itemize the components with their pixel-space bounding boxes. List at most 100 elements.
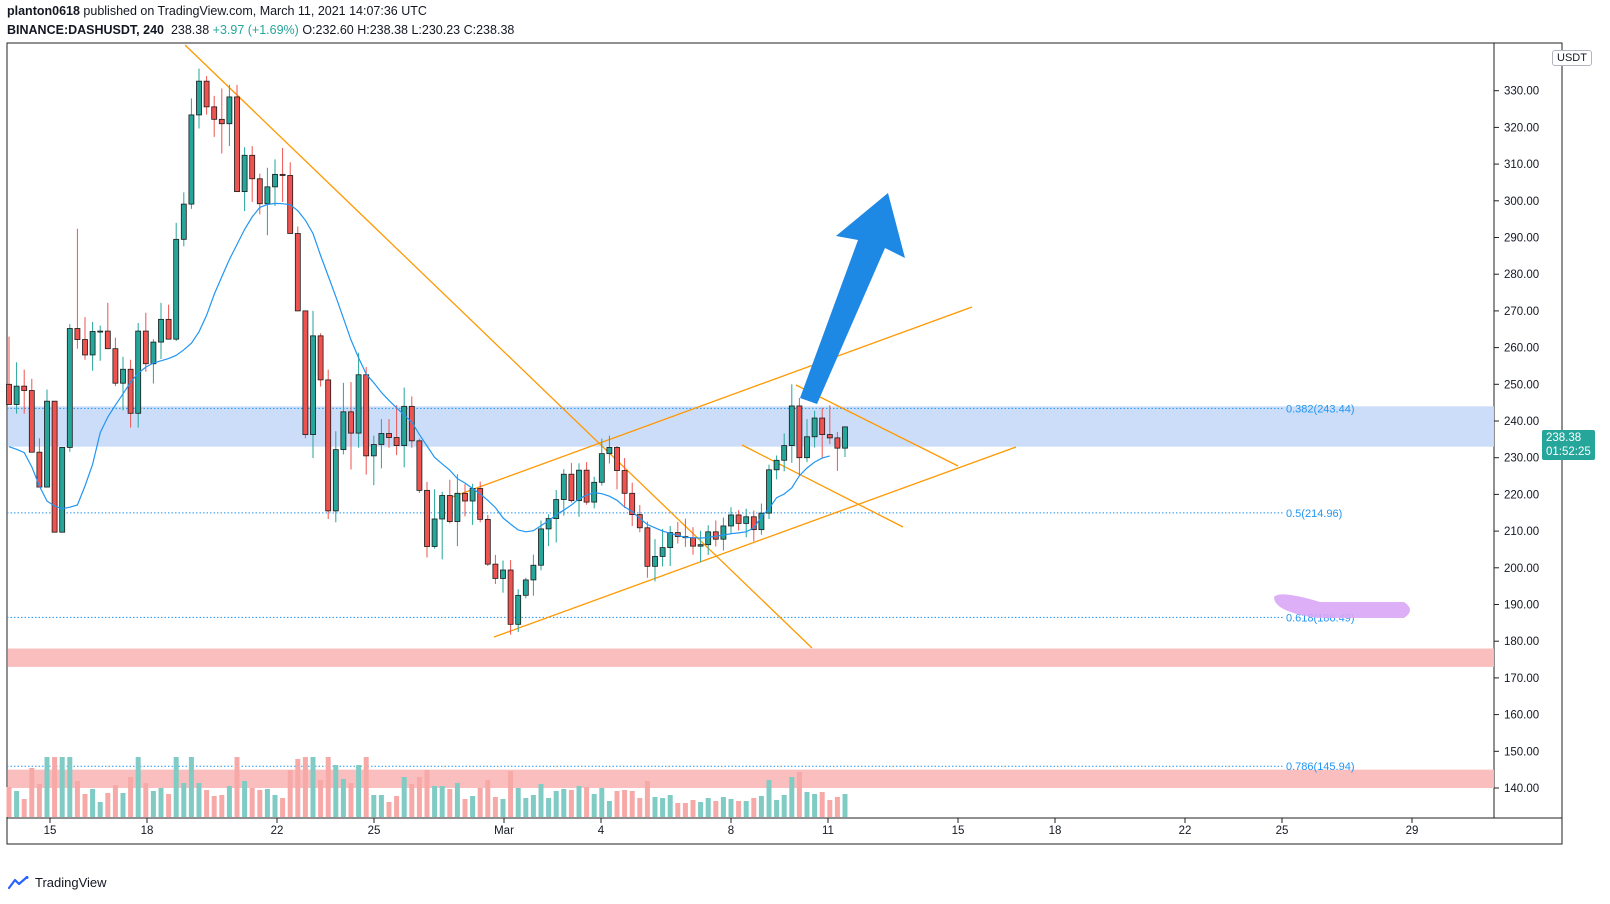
volume-bar xyxy=(599,788,605,817)
candle-up xyxy=(454,492,461,522)
volume-bar xyxy=(576,786,582,817)
highlight-marker xyxy=(1274,594,1410,618)
candle-up xyxy=(659,547,666,557)
candle-up xyxy=(135,330,142,414)
candle-up xyxy=(705,531,712,546)
volume-bar xyxy=(6,787,12,817)
candle-up xyxy=(97,330,104,333)
volume-bar xyxy=(454,783,460,817)
candle-up xyxy=(66,328,73,448)
candle-down xyxy=(317,335,324,381)
candle-up xyxy=(241,154,248,193)
volume-bar xyxy=(333,765,339,817)
candle-down xyxy=(507,569,514,625)
currency-unit-button[interactable]: USDT xyxy=(1552,50,1592,66)
volume-bar xyxy=(515,788,521,817)
candle-up xyxy=(44,400,50,488)
trendline xyxy=(795,384,959,467)
volume-bar xyxy=(166,794,172,817)
candle-up xyxy=(310,335,316,435)
candle-up xyxy=(401,405,408,446)
volume-bar xyxy=(52,757,58,817)
published-text: published on TradingView.com, March 11, … xyxy=(83,4,427,18)
candle-down xyxy=(104,330,111,350)
volume-bar xyxy=(196,783,202,817)
volume-bar xyxy=(143,783,149,817)
candle-down xyxy=(21,385,28,391)
candle-down xyxy=(568,473,575,502)
candle-up xyxy=(500,569,506,579)
volume-bar xyxy=(819,792,825,817)
candle-up xyxy=(576,469,582,502)
volume-bar xyxy=(500,799,506,817)
volume-bar xyxy=(614,791,620,817)
symbol-label[interactable]: BINANCE:DASHUSDT, 240 xyxy=(7,23,164,37)
volume-bar xyxy=(728,799,734,817)
price-tick-label: 220.00 xyxy=(1504,489,1539,501)
volume-bar xyxy=(128,777,134,817)
volume-bar xyxy=(74,781,80,817)
ohlc-high: H:238.38 xyxy=(357,23,408,37)
candle-down xyxy=(218,118,225,125)
volume-bar xyxy=(158,788,164,817)
candle-down xyxy=(348,411,354,434)
time-tick-label: 4 xyxy=(598,825,605,837)
candle-down xyxy=(492,563,499,579)
candle-down xyxy=(6,383,12,405)
candle-up xyxy=(89,331,96,356)
price-tick-label: 210.00 xyxy=(1504,526,1539,538)
candle-up xyxy=(150,341,157,365)
volume-bar xyxy=(257,790,263,817)
volume-bar xyxy=(363,757,369,817)
candle-up xyxy=(697,544,704,547)
candle-up xyxy=(720,525,727,540)
volume-bar xyxy=(834,797,840,817)
price-tick-label: 300.00 xyxy=(1504,196,1539,208)
volume-bar xyxy=(135,757,141,817)
price-tick-label: 150.00 xyxy=(1504,746,1539,758)
last-price: 238.38 xyxy=(170,23,210,37)
blue-zone xyxy=(8,406,1494,447)
price-tick-label: 180.00 xyxy=(1504,636,1539,648)
trendline xyxy=(493,446,1017,638)
volume-bar xyxy=(477,788,483,817)
volume-bar xyxy=(470,796,476,817)
volume-bar xyxy=(310,757,316,817)
candle-up xyxy=(773,459,780,471)
tradingview-footer[interactable]: TradingView xyxy=(8,875,107,890)
ohlc-open: O:232.60 xyxy=(302,23,354,37)
volume-bar xyxy=(67,757,73,817)
author-name[interactable]: planton0618 xyxy=(7,4,80,18)
time-tick-label: 22 xyxy=(1179,825,1192,837)
volume-bar xyxy=(690,800,696,817)
volume-bar xyxy=(211,796,217,817)
time-tick-label: 15 xyxy=(952,825,965,837)
volume-bar xyxy=(272,795,278,817)
candle-down xyxy=(211,106,218,120)
volume-bar xyxy=(14,791,20,817)
candle-down xyxy=(644,527,651,567)
candle-down xyxy=(393,437,400,446)
moving-average-line xyxy=(8,202,830,539)
price-tick-label: 330.00 xyxy=(1504,86,1539,98)
candle-down xyxy=(302,310,309,435)
candle-down xyxy=(690,537,696,547)
trendline xyxy=(184,44,813,649)
candle-down xyxy=(82,339,88,356)
trendline xyxy=(741,444,904,528)
volume-bar xyxy=(234,757,240,817)
candle-up xyxy=(728,514,734,527)
candle-down xyxy=(735,514,742,524)
candle-down xyxy=(256,178,263,205)
volume-bar xyxy=(386,802,392,817)
price-tick-label: 270.00 xyxy=(1504,306,1539,318)
candle-down xyxy=(363,374,370,457)
candle-down xyxy=(629,492,636,515)
candle-up xyxy=(272,173,278,188)
time-tick-label: 25 xyxy=(368,825,381,837)
candle-up xyxy=(355,374,362,434)
volume-bar xyxy=(606,801,612,817)
current-price-value: 238.38 xyxy=(1546,432,1582,444)
candle-up xyxy=(743,516,750,524)
